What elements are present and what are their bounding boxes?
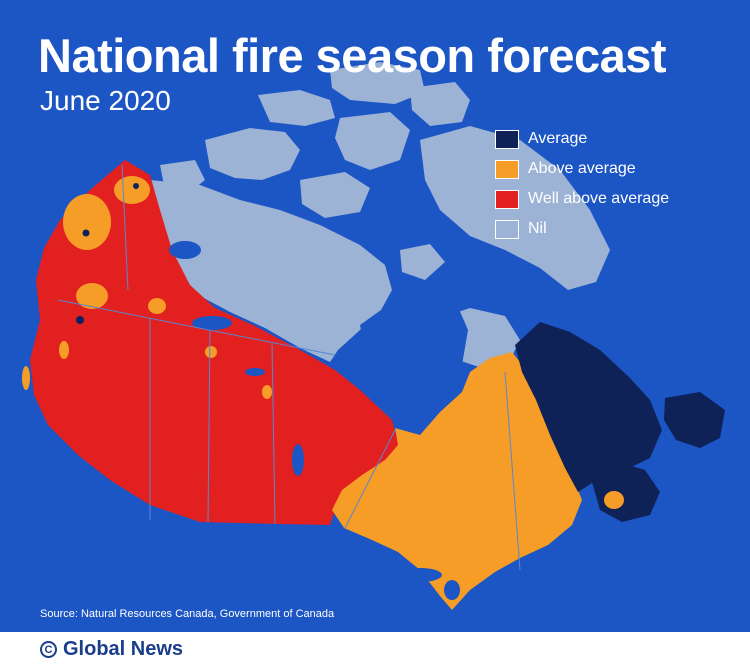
page-title: National fire season forecast: [38, 29, 667, 82]
map-panel: National fire season forecast June 2020 …: [0, 0, 750, 632]
arctic-island: [258, 90, 335, 126]
legend-swatch: [495, 219, 519, 239]
legend-item-average: Average: [495, 124, 669, 154]
northern-yukon-pocket: [114, 176, 150, 204]
newfoundland-average: [664, 392, 725, 448]
legend-label: Above average: [528, 160, 636, 177]
nwt-pocket: [148, 298, 166, 314]
western-average-spots: [76, 183, 139, 324]
footer: C Global News: [0, 632, 750, 669]
great-bear-lake: [169, 241, 201, 259]
nb-pocket: [604, 491, 624, 509]
brand-logo[interactable]: C Global News: [40, 638, 183, 661]
legend-item-well-above-average: Well above average: [495, 184, 669, 214]
provincial-borders: [57, 164, 521, 571]
border-line: [344, 429, 396, 529]
average-spot: [133, 183, 139, 189]
southampton-island: [400, 244, 445, 280]
haida-gwaii-pocket: [22, 366, 30, 390]
average-spot: [82, 229, 90, 237]
arctic-island: [330, 62, 425, 104]
border-line: [207, 329, 211, 523]
arctic-island: [300, 172, 370, 218]
border-line: [504, 371, 521, 571]
legend-swatch: [495, 189, 519, 209]
legend-swatch: [495, 159, 519, 179]
legend-label: Nil: [528, 220, 547, 237]
maritimes-average: [590, 462, 660, 522]
brand-name: Global News: [63, 638, 184, 660]
arctic-island: [410, 82, 470, 126]
legend-swatch: [495, 129, 519, 149]
border-line: [271, 341, 276, 525]
yukon-pocket: [63, 194, 111, 250]
lake-huron: [444, 580, 460, 600]
great-slave-lake: [192, 316, 232, 330]
arctic-island: [335, 112, 410, 170]
bc-north-pocket: [76, 283, 108, 309]
lakes: [169, 241, 460, 600]
copyright-icon: C: [40, 641, 57, 658]
central-canada-above-average: [332, 352, 582, 610]
bc-coast-pocket: [59, 341, 69, 359]
hudson-bay: [360, 290, 468, 425]
sask-pocket: [262, 385, 272, 399]
lake-winnipeg: [292, 444, 304, 476]
alberta-pocket: [205, 346, 217, 358]
labrador-average: [515, 322, 662, 492]
nunavut-mainland: [150, 180, 392, 362]
border-line: [121, 164, 129, 291]
lake-athabasca: [245, 368, 265, 376]
page-subtitle: June 2020: [40, 85, 171, 116]
source-credit: Source: Natural Resources Canada, Govern…: [40, 608, 335, 620]
western-canada-well-above: [30, 160, 400, 525]
legend-item-nil: Nil: [495, 214, 669, 244]
average-spot: [76, 316, 84, 324]
lake-superior: [398, 568, 442, 582]
legend-item-above-average: Above average: [495, 154, 669, 184]
legend-label: Average: [528, 130, 588, 147]
border-line: [57, 299, 336, 356]
map-legend: Average Above average Well above average…: [495, 124, 669, 244]
arctic-island: [205, 128, 300, 180]
legend-label: Well above average: [528, 190, 670, 207]
